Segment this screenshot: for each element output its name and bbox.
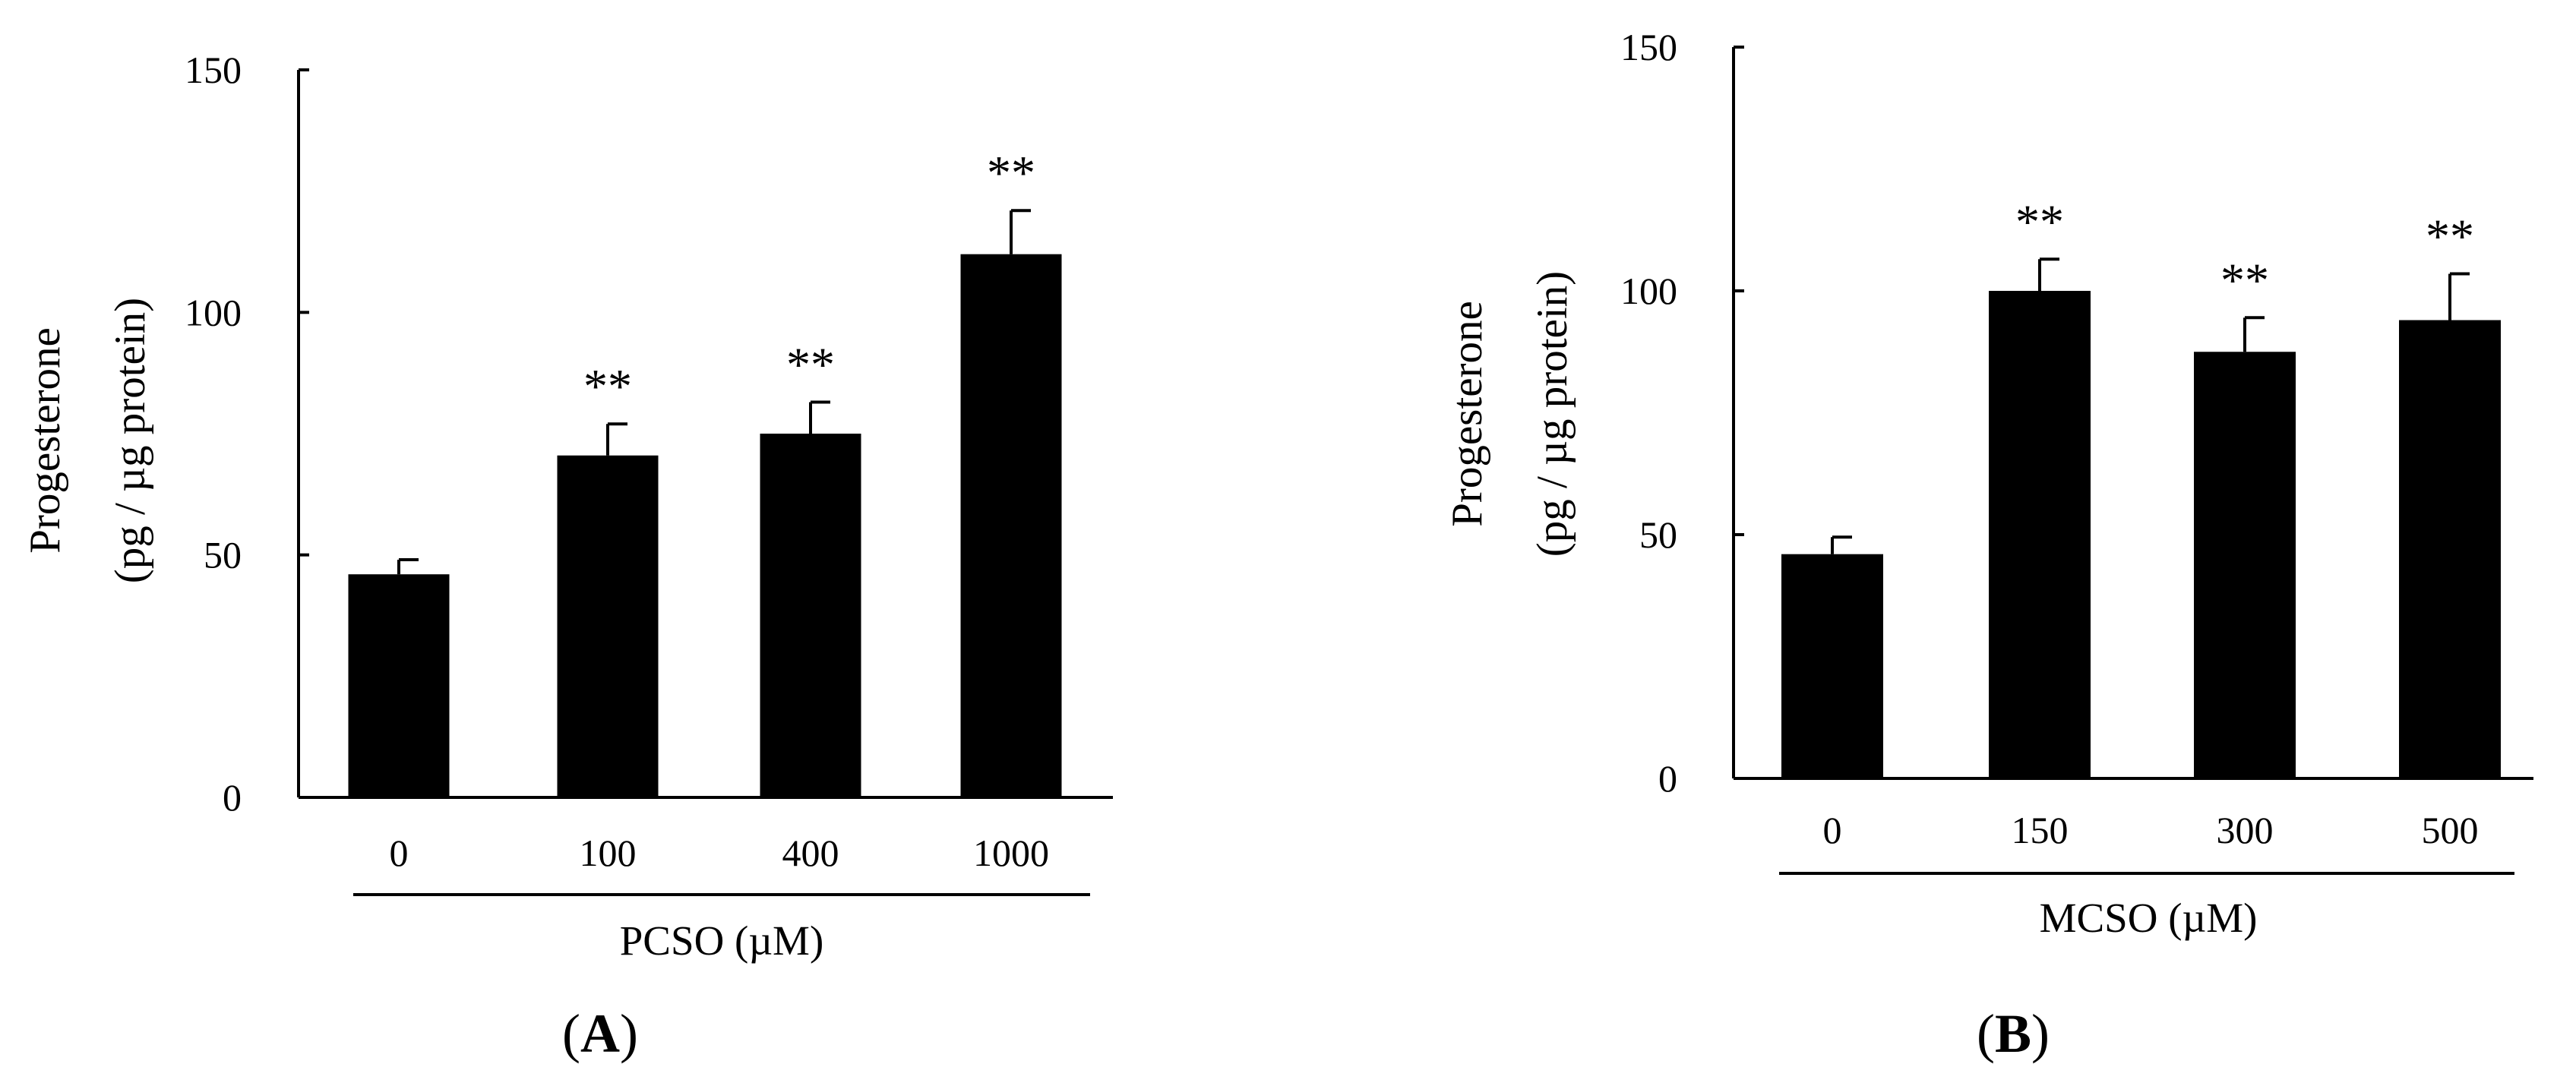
- x-axis-title: MCSO (µM): [2040, 895, 2258, 941]
- significance-label: **: [2426, 210, 2474, 264]
- y-axis-title-units: (pg / µg protein): [106, 298, 154, 583]
- y-tick-label: 100: [1620, 270, 1677, 312]
- panel-label: (B): [1977, 1003, 2050, 1064]
- x-axis-title: PCSO (µM): [620, 917, 824, 964]
- bar: [2194, 352, 2296, 778]
- bar: [348, 574, 450, 797]
- y-axis-title: Progesterone: [1443, 301, 1491, 527]
- panel-label: (A): [562, 1003, 638, 1064]
- significance-label: **: [786, 337, 835, 391]
- x-tick-label: 500: [2422, 809, 2479, 851]
- x-tick-label: 300: [2217, 809, 2274, 851]
- y-tick-label: 150: [185, 49, 242, 91]
- bar: [557, 455, 659, 797]
- y-tick-label: 100: [185, 291, 242, 333]
- y-axis-title: Progesterone: [21, 327, 69, 554]
- significance-label: **: [2220, 253, 2269, 307]
- x-tick-label: 150: [2012, 809, 2069, 851]
- significance-label: **: [987, 146, 1035, 200]
- panel-b-chart: 0 50 100 150 0 ** 150 ** 300 ** 500 MCSO (µM) Proges…: [1443, 26, 2533, 1064]
- x-tick-label: 400: [782, 832, 839, 874]
- significance-label: **: [2015, 194, 2064, 248]
- x-tick-label: 0: [1823, 809, 1842, 851]
- y-tick-label: 150: [1620, 26, 1677, 68]
- bar: [760, 434, 861, 797]
- y-tick-label: 50: [204, 534, 242, 576]
- x-tick-label: 100: [580, 832, 637, 874]
- y-tick-label: 0: [223, 776, 242, 819]
- panel-a-chart: 0 50 100 150 0 ** 100 ** 400 ** 1000 PCSO (µM) Proge…: [21, 49, 1113, 1064]
- panel-letter: B: [1995, 1003, 2031, 1064]
- significance-label: **: [583, 359, 632, 413]
- bar: [2399, 320, 2501, 778]
- bar: [1781, 554, 1883, 778]
- y-axis-title-units: (pg / µg protein): [1528, 271, 1576, 557]
- panel-letter: A: [580, 1003, 620, 1064]
- bar: [1989, 291, 2091, 778]
- y-tick-label: 50: [1639, 513, 1677, 556]
- bar: [960, 254, 1062, 797]
- x-tick-label: 1000: [973, 832, 1049, 874]
- y-tick-label: 0: [1658, 757, 1677, 800]
- x-tick-label: 0: [390, 832, 409, 874]
